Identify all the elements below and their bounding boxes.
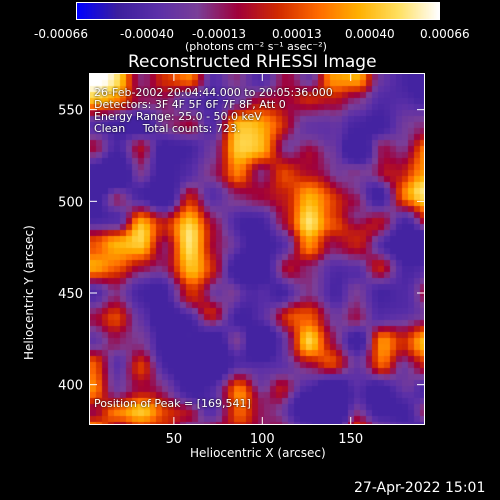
peak-position-annotation: Position of Peak = [169,541]: [94, 397, 251, 410]
x-tick-label: 150: [338, 432, 363, 447]
footer-timestamp: 27-Apr-2022 15:01: [354, 480, 486, 496]
y-axis-label: Heliocentric Y (arcsec): [22, 225, 36, 360]
x-axis-label: Heliocentric X (arcsec): [190, 446, 326, 460]
method-annotation: Clean Total counts: 723.: [94, 122, 241, 135]
y-tick-label: 500: [58, 195, 83, 210]
x-tick-label: 50: [166, 432, 183, 447]
heatmap-image: [90, 74, 424, 424]
y-tick-label: 450: [58, 287, 83, 302]
y-tick-label: 400: [58, 379, 83, 394]
colorbar-tick-label: 0.00013: [272, 27, 322, 41]
colorbar-gradient: [77, 3, 439, 19]
chart-title: Reconstructed RHESSI Image: [128, 52, 377, 72]
colorbar-tick-label: -0.00040: [120, 27, 174, 41]
x-tick-label: 100: [250, 432, 275, 447]
detectors-annotation: Detectors: 3F 4F 5F 6F 7F 8F, Att 0: [94, 98, 286, 111]
y-tick-label: 550: [58, 104, 83, 119]
colorbar: [76, 2, 440, 20]
colorbar-tick-label: 0.00066: [420, 27, 470, 41]
plot-area: 26-Feb-2002 20:04:44.000 to 20:05:36.000…: [89, 73, 425, 425]
energy-annotation: Energy Range: 25.0 - 50.0 keV: [94, 110, 262, 123]
colorbar-units-label: (photons cm⁻² s⁻¹ asec⁻²): [185, 40, 327, 53]
time-range-annotation: 26-Feb-2002 20:04:44.000 to 20:05:36.000: [94, 86, 333, 99]
colorbar-tick-label: 0.00040: [345, 27, 395, 41]
colorbar-tick-label: -0.00066: [34, 27, 88, 41]
colorbar-tick-label: -0.00013: [192, 27, 246, 41]
